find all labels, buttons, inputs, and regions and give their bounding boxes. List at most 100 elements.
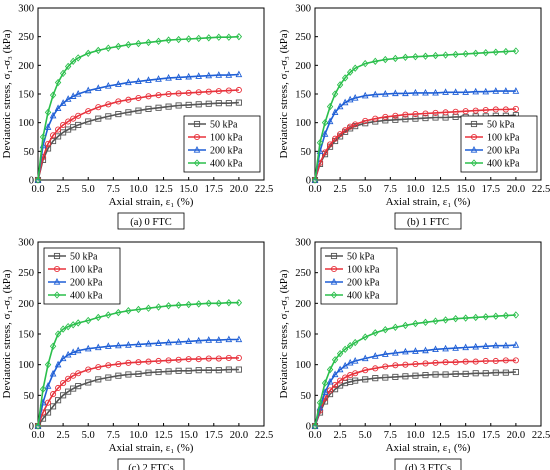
y-tick-label: 50 — [301, 391, 312, 402]
x-tick-label: 22.5 — [532, 184, 550, 195]
data-point — [352, 377, 359, 384]
data-point — [175, 337, 182, 345]
x-tick-label: 20.0 — [230, 430, 248, 441]
data-point — [392, 362, 399, 369]
data-point — [175, 301, 182, 309]
data-point — [215, 33, 222, 41]
legend-swatch-marker — [53, 291, 61, 299]
series-line — [37, 338, 239, 427]
panel-caption-box — [394, 458, 462, 470]
data-point — [432, 371, 439, 378]
data-point — [49, 369, 57, 377]
y-tick-label: 300 — [18, 238, 34, 249]
data-point — [44, 140, 52, 147]
data-point — [135, 305, 142, 314]
y-tick-label: 100 — [18, 118, 34, 129]
data-point — [412, 53, 419, 61]
legend-label: 400 kPa — [70, 291, 103, 302]
data-point — [326, 102, 334, 111]
legend-swatch-marker — [193, 120, 201, 128]
data-point — [105, 374, 112, 381]
x-tick-label: 22.5 — [255, 184, 273, 195]
data-point — [462, 358, 469, 365]
data-point — [44, 360, 52, 369]
data-point — [175, 90, 182, 97]
y-axis-label: Deviatoric stress, σ₁-σ₃ (kPa) — [1, 29, 13, 158]
data-point — [175, 35, 182, 44]
data-point — [85, 379, 92, 386]
data-point — [346, 68, 354, 76]
data-point — [235, 299, 243, 307]
data-point — [50, 132, 57, 139]
data-point — [135, 359, 142, 366]
x-tick-label: 0.0 — [31, 430, 44, 441]
legend-swatch-marker — [470, 159, 478, 167]
data-point — [84, 344, 92, 352]
data-point — [75, 112, 82, 119]
y-tick-label: 300 — [295, 4, 311, 15]
legend-label: 200 kPa — [70, 278, 103, 289]
data-point — [492, 369, 499, 376]
data-point — [95, 104, 102, 111]
panel-caption: (d) 3 FTCs — [405, 463, 451, 470]
data-point — [85, 118, 92, 125]
data-point — [472, 370, 479, 377]
data-point — [462, 370, 469, 377]
data-point — [422, 346, 429, 354]
data-point — [185, 89, 192, 96]
legend-label: 400 kPa — [210, 159, 243, 170]
data-point — [502, 311, 510, 320]
data-point — [452, 50, 459, 59]
y-axis-label: Deviatoric stress, σ₁-σ₃ (kPa) — [278, 269, 290, 398]
data-point — [50, 391, 57, 398]
data-point — [346, 358, 354, 366]
data-point — [95, 313, 102, 322]
data-point — [321, 388, 329, 395]
data-point — [336, 102, 344, 110]
data-point — [372, 375, 379, 382]
data-point — [422, 318, 429, 327]
data-point — [115, 42, 122, 51]
x-tick-label: 2.5 — [334, 430, 347, 441]
y-tick-label: 150 — [295, 90, 311, 101]
legend-swatch-marker — [330, 265, 338, 273]
data-point — [105, 362, 112, 369]
data-point — [225, 366, 232, 373]
data-point — [482, 342, 490, 349]
y-tick-label: 200 — [295, 61, 311, 72]
data-point — [155, 104, 162, 111]
legend-label: 200 kPa — [210, 146, 243, 157]
legend-swatch-marker — [470, 145, 478, 153]
data-point — [155, 303, 162, 311]
data-point — [165, 36, 172, 44]
data-point — [352, 370, 359, 377]
data-point — [332, 381, 339, 388]
x-tick-label: 20.0 — [507, 430, 525, 441]
data-point — [472, 313, 479, 322]
data-point — [95, 46, 102, 55]
data-point — [135, 370, 142, 377]
data-point — [44, 108, 52, 117]
data-point — [321, 118, 329, 127]
data-point — [442, 51, 449, 59]
data-point — [502, 357, 509, 364]
data-point — [185, 35, 192, 43]
data-point — [155, 339, 162, 346]
x-tick-label: 17.5 — [205, 184, 223, 195]
data-point — [135, 94, 142, 102]
data-point — [215, 336, 223, 343]
data-point — [402, 361, 409, 368]
data-point — [412, 372, 419, 379]
legend-label: 50 kPa — [487, 120, 515, 131]
y-tick-label: 0 — [306, 422, 311, 433]
data-point — [412, 111, 419, 118]
data-point — [64, 322, 72, 331]
data-point — [185, 337, 192, 345]
legend-label: 50 kPa — [210, 120, 238, 131]
data-point — [235, 86, 242, 94]
data-point — [392, 112, 399, 119]
series-line — [37, 35, 239, 181]
data-point — [336, 349, 344, 358]
data-point — [205, 367, 212, 374]
data-point — [432, 88, 439, 96]
